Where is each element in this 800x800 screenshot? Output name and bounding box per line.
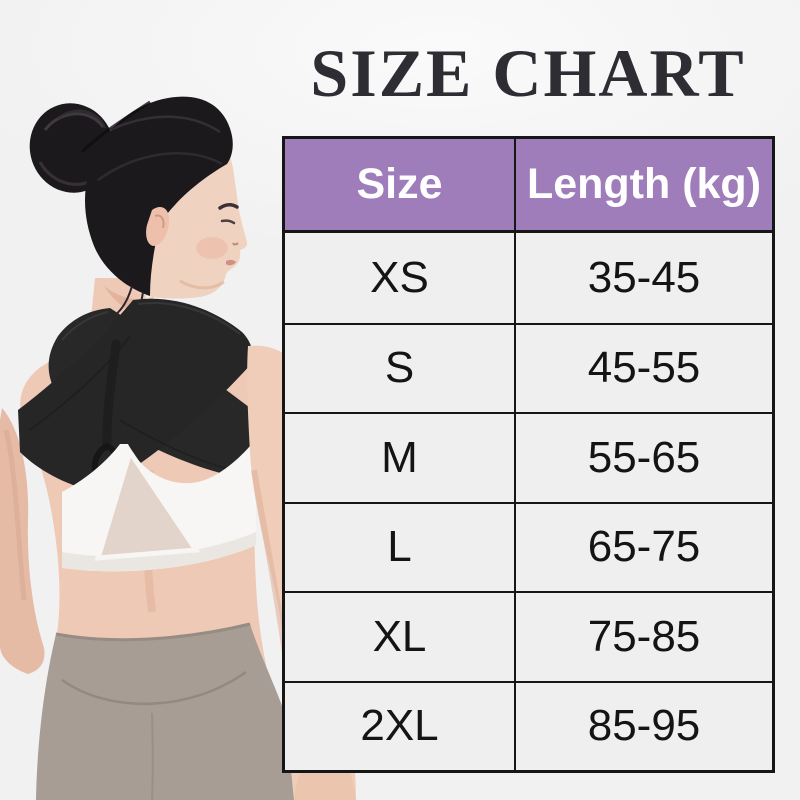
sports-bra	[62, 444, 256, 572]
leggings	[36, 622, 302, 800]
model-hair-bun	[29, 103, 115, 193]
bra-mesh-panel	[94, 446, 201, 561]
length-value: 65-75	[516, 501, 772, 591]
size-value: 2XL	[285, 680, 516, 770]
length-value: 45-55	[516, 322, 772, 412]
model-face-features	[218, 203, 239, 266]
size-value: XS	[285, 233, 516, 323]
size-value: S	[285, 322, 516, 412]
model-torso	[20, 278, 278, 800]
model-right-arm	[0, 408, 45, 674]
page-title: SIZE CHART	[310, 35, 746, 111]
size-value: XL	[285, 591, 516, 681]
model-face	[112, 119, 248, 299]
column-header-size: Size	[285, 139, 516, 233]
size-value: M	[285, 412, 516, 502]
length-value: 85-95	[516, 680, 772, 770]
length-value: 55-65	[516, 412, 772, 502]
column-header-length: Length (kg)	[516, 139, 772, 233]
posture-corrector-straps	[18, 298, 254, 492]
size-chart-table: Size Length (kg) XS 35-45 S 45-55 M 55-6…	[282, 136, 775, 773]
model-head	[29, 96, 248, 325]
model-ear	[146, 207, 170, 246]
model-hair	[80, 96, 233, 325]
length-value: 35-45	[516, 233, 772, 323]
length-value: 75-85	[516, 591, 772, 681]
size-value: L	[285, 501, 516, 591]
